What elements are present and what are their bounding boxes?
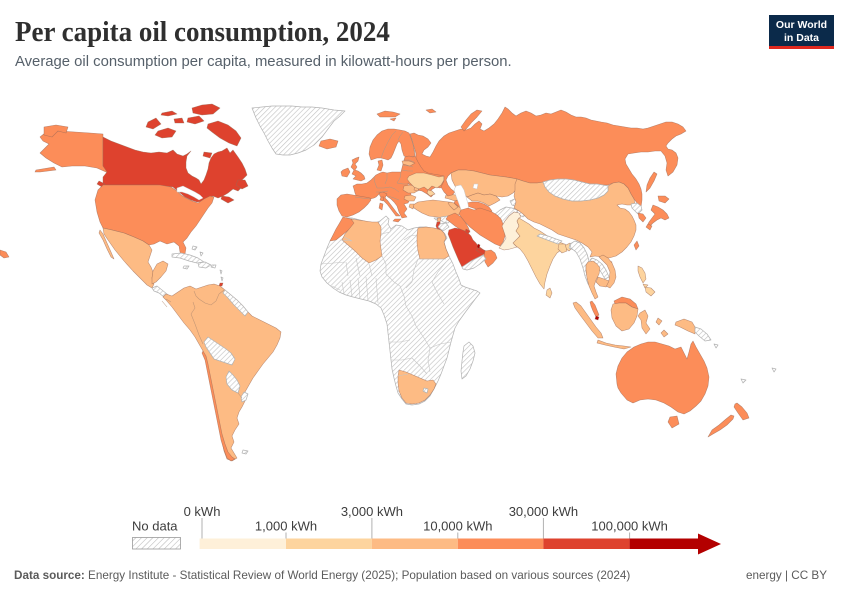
svg-text:1,000 kWh: 1,000 kWh (255, 519, 317, 534)
svg-text:3,000 kWh: 3,000 kWh (341, 504, 403, 519)
svg-text:30,000 kWh: 30,000 kWh (509, 504, 578, 519)
svg-text:0 kWh: 0 kWh (184, 504, 221, 519)
svg-text:10,000 kWh: 10,000 kWh (423, 519, 492, 534)
svg-text:No data: No data (132, 519, 178, 534)
svg-text:100,000 kWh: 100,000 kWh (591, 519, 668, 534)
